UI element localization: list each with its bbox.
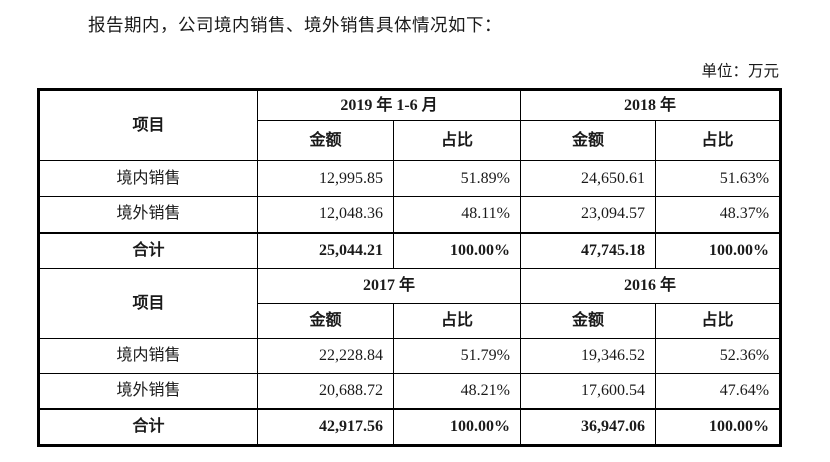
amount-cell: 36,947.06 xyxy=(520,407,656,446)
table-row: 境内销售 12,995.85 51.89% 24,650.61 51.63% xyxy=(38,160,782,197)
ratio-cell: 48.21% xyxy=(393,373,521,409)
amount-cell: 24,650.61 xyxy=(520,160,656,197)
period-header-2016: 2016 年 xyxy=(519,268,782,304)
ratio-cell: 48.11% xyxy=(393,196,521,233)
table-row: 金额 占比 金额 占比 xyxy=(39,303,782,339)
table-row: 境外销售 20,688.72 48.21% 17,600.54 47.64% xyxy=(38,373,782,409)
unit-label: 单位：万元 xyxy=(701,63,779,80)
ratio-cell: 51.63% xyxy=(654,160,782,197)
subheader-amount: 金额 xyxy=(520,303,656,339)
amount-cell: 25,044.21 xyxy=(257,231,394,269)
amount-cell: 17,600.54 xyxy=(520,373,656,409)
table-row: 项目 2019 年 1-6 月 2018 年 xyxy=(38,89,782,161)
table-row-total: 合计 25,044.21 100.00% 47,745.18 100.00% xyxy=(38,231,782,269)
ratio-cell: 100.00% xyxy=(654,231,782,269)
amount-cell: 47,745.18 xyxy=(520,231,656,269)
amount-cell: 22,228.84 xyxy=(257,338,394,374)
period-header-2018: 2018 年 xyxy=(519,89,782,121)
ratio-cell: 51.89% xyxy=(393,160,521,197)
subheader-ratio: 占比 xyxy=(654,120,782,161)
amount-cell: 23,094.57 xyxy=(520,196,656,233)
row-label-total: 合计 xyxy=(38,407,258,446)
sales-breakdown-table: 项目 2019 年 1-6 月 2018 年 金额 占比 金额 占比 境内销售 … xyxy=(37,88,783,447)
table-row: 项目 2017 年 2016 年 xyxy=(38,268,782,339)
period-header-2017: 2017 年 xyxy=(257,268,521,304)
ratio-cell: 100.00% xyxy=(654,407,782,446)
subheader-ratio: 占比 xyxy=(654,303,782,339)
amount-cell: 12,995.85 xyxy=(257,160,394,197)
subheader-amount: 金额 xyxy=(257,303,394,339)
ratio-cell: 100.00% xyxy=(393,407,521,446)
subheader-ratio: 占比 xyxy=(393,303,521,339)
row-label-total: 合计 xyxy=(38,231,258,269)
row-label-overseas: 境外销售 xyxy=(38,196,258,233)
table-row: 金额 占比 金额 占比 xyxy=(39,120,782,161)
subheader-amount: 金额 xyxy=(520,120,656,161)
ratio-cell: 47.64% xyxy=(654,373,782,409)
item-column-header-1: 项目 xyxy=(38,89,258,161)
ratio-cell: 52.36% xyxy=(654,338,782,374)
period-header-2019h1: 2019 年 1-6 月 xyxy=(257,89,521,121)
intro-paragraph: 报告期内，公司境内销售、境外销售具体情况如下： xyxy=(88,15,502,35)
ratio-cell: 48.37% xyxy=(654,196,782,233)
amount-cell: 20,688.72 xyxy=(257,373,394,409)
table-row-total: 合计 42,917.56 100.00% 36,947.06 100.00% xyxy=(38,407,782,446)
item-column-header-2: 项目 xyxy=(38,268,258,339)
amount-cell: 19,346.52 xyxy=(520,338,656,374)
row-label-domestic: 境内销售 xyxy=(38,160,258,197)
table-row: 境内销售 22,228.84 51.79% 19,346.52 52.36% xyxy=(38,338,782,374)
ratio-cell: 100.00% xyxy=(393,231,521,269)
ratio-cell: 51.79% xyxy=(393,338,521,374)
subheader-ratio: 占比 xyxy=(393,120,521,161)
amount-cell: 12,048.36 xyxy=(257,196,394,233)
row-label-overseas: 境外销售 xyxy=(38,373,258,409)
row-label-domestic: 境内销售 xyxy=(38,338,258,374)
table-row: 境外销售 12,048.36 48.11% 23,094.57 48.37% xyxy=(38,196,782,233)
amount-cell: 42,917.56 xyxy=(257,407,394,446)
subheader-amount: 金额 xyxy=(257,120,394,161)
